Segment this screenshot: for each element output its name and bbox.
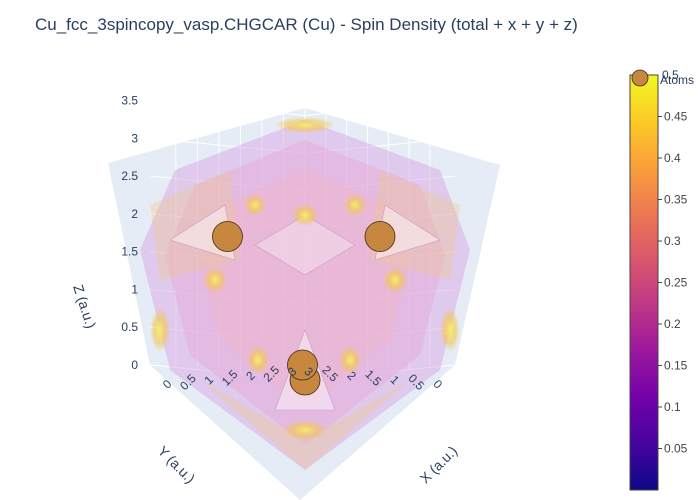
colorbar-gradient	[629, 74, 659, 491]
z-tick-label: 2.5	[121, 169, 138, 183]
colorbar-tick-label: 0.45	[664, 110, 688, 124]
axis-ticks: 00.511.522.533.500.511.522.530 0.5 1 1.5 2 2.…	[121, 94, 445, 394]
colorbar-tick-label: 0.4	[664, 151, 681, 165]
colorbar-tick-label: 0.3	[664, 234, 681, 248]
legend-atoms-label: Atoms	[660, 73, 694, 87]
atom-point[interactable]	[364, 221, 396, 252]
z-tick-label: 3	[131, 131, 138, 145]
y-axis-title: Y (a.u.)	[155, 443, 199, 487]
z-tick-label: 1.5	[121, 245, 138, 259]
z-axis-title: Z (a.u.)	[70, 283, 99, 331]
atoms-series[interactable]	[212, 221, 396, 396]
spin-density-isosurface	[140, 117, 470, 470]
colorbar: 0.05 0.1 0.15 0.2 0.25 0.3 0.35 0.4 0.45	[629, 74, 688, 491]
colorbar-tick-label: 0.1	[664, 400, 681, 414]
colorbar-tick-label: 0.05	[664, 442, 688, 456]
atom-point[interactable]	[287, 349, 318, 381]
z-tick-label: 1	[131, 282, 138, 296]
legend-atom-marker[interactable]	[631, 69, 649, 87]
colorbar-tick-label: 0.2	[664, 317, 681, 331]
chart-title: Cu_fcc_3spincopy_vasp.CHGCAR (Cu) - Spin…	[35, 15, 578, 34]
z-tick-label: 0.5	[121, 320, 138, 334]
colorbar-tick-label: 0.25	[664, 276, 688, 290]
x-axis-title: X (a.u.)	[417, 443, 461, 487]
colorbar-tick-label: 0.35	[664, 193, 688, 207]
legend-partial-label: 0.5	[662, 68, 679, 82]
z-tick-label: 2	[131, 207, 138, 221]
legend[interactable]: 0.5 Atoms	[631, 68, 694, 87]
colorbar-tick-label: 0.15	[664, 359, 688, 373]
z-tick-label: 0	[131, 358, 138, 372]
atom-point[interactable]	[212, 221, 243, 252]
z-tick-label: 3.5	[121, 94, 138, 108]
